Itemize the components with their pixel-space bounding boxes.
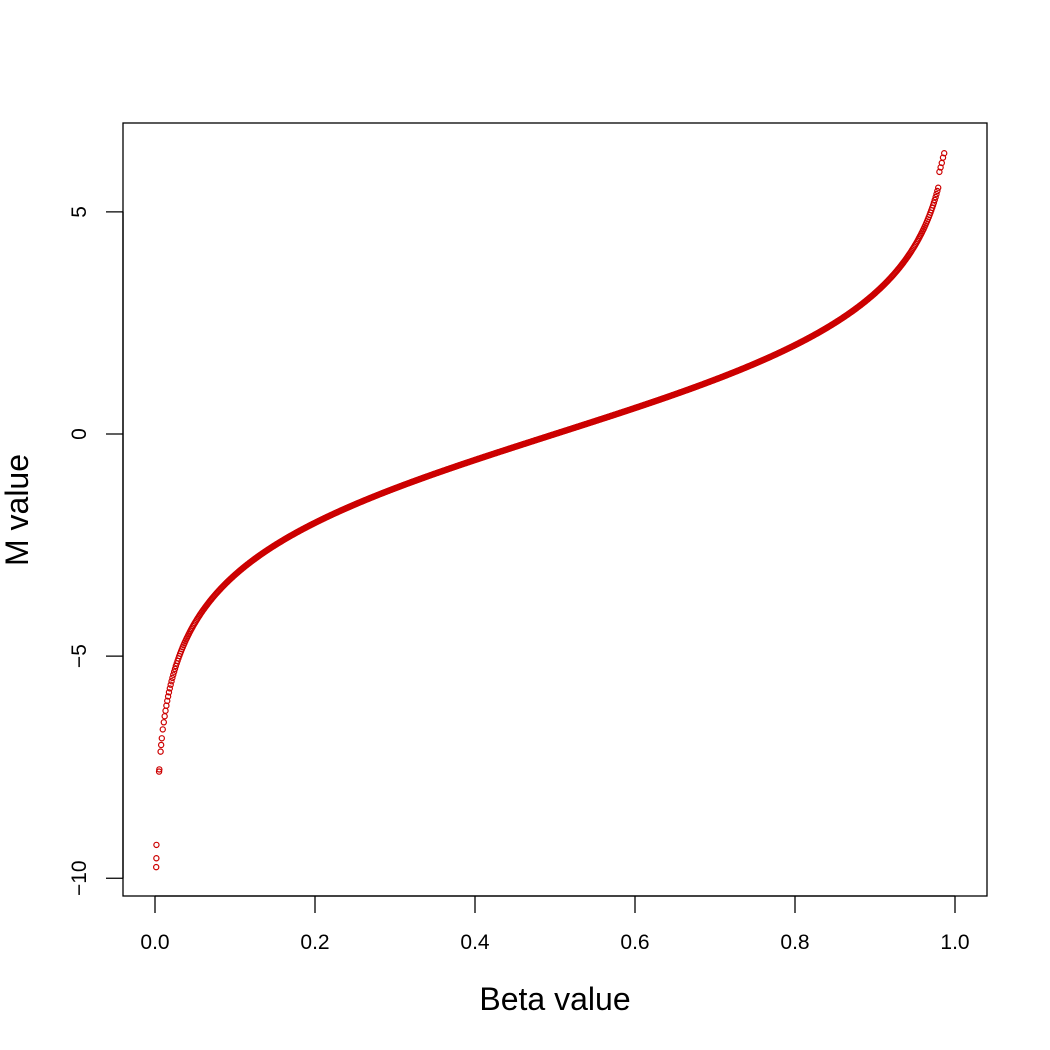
plot-frame (122, 122, 988, 897)
data-point (156, 766, 163, 773)
x-axis-title: Beta value (479, 981, 630, 1017)
data-point (168, 678, 175, 685)
data-point (164, 693, 172, 700)
data-point (931, 196, 938, 204)
data-point (162, 707, 169, 714)
data-point (157, 748, 164, 755)
y-tick-label: 0 (68, 428, 91, 440)
x-tick-label: 0.4 (460, 931, 490, 954)
data-point (160, 719, 167, 726)
data-point (159, 726, 166, 733)
data-point (935, 184, 942, 191)
data-point (152, 863, 160, 871)
data-point (158, 735, 165, 742)
data-point (165, 689, 173, 696)
data-point (153, 855, 160, 862)
data-point (161, 713, 168, 720)
y-tick-label: −10 (68, 860, 91, 896)
x-tick-label: 0.2 (300, 931, 329, 954)
y-tick-label: −5 (68, 644, 91, 668)
y-axis-title: M value (0, 454, 35, 566)
data-point (932, 193, 939, 201)
data-point (167, 681, 174, 688)
data-points (152, 150, 948, 871)
data-point (170, 671, 177, 678)
data-point (169, 674, 176, 682)
data-point (155, 768, 163, 775)
data-point (933, 190, 940, 198)
x-axis: 0.0 0.2 0.4 0.6 0.8 1.0 (140, 895, 970, 954)
data-point (170, 668, 178, 675)
y-tick-label: 5 (68, 206, 91, 218)
data-point (934, 187, 941, 195)
data-point (171, 665, 179, 673)
data-point (153, 841, 160, 849)
x-tick-label: 0.8 (780, 931, 809, 954)
data-point (930, 199, 938, 206)
x-tick-label: 1.0 (940, 931, 969, 954)
y-axis: −10 −5 0 5 (68, 206, 124, 896)
data-point (164, 697, 171, 705)
data-point (157, 741, 165, 749)
x-tick-label: 0.0 (140, 931, 169, 954)
data-point (166, 685, 174, 692)
data-point (941, 150, 948, 157)
x-tick-label: 0.6 (620, 931, 649, 954)
